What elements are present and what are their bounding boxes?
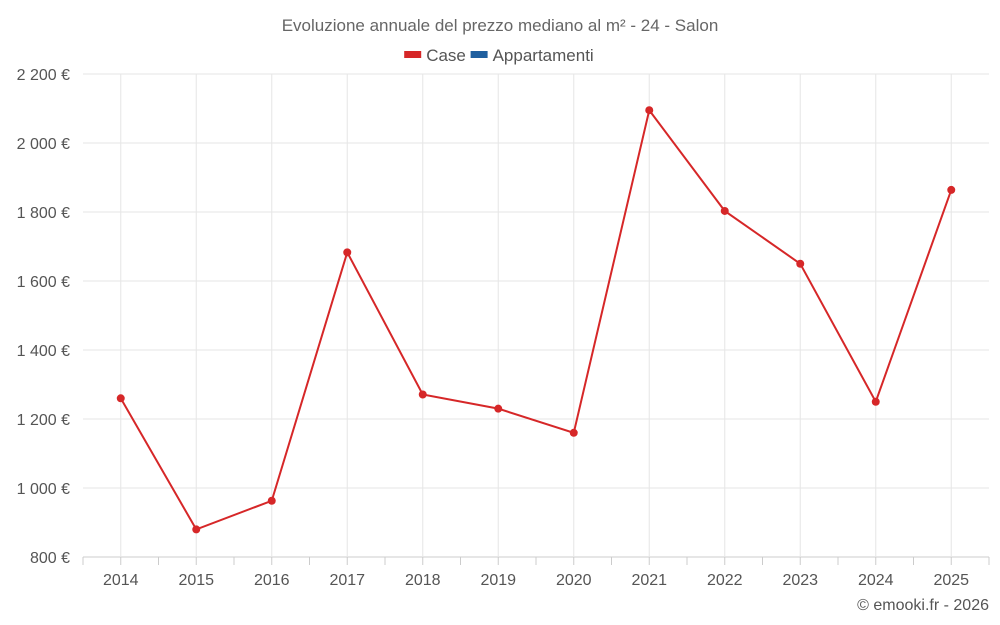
legend: Case Appartamenti — [404, 46, 594, 65]
y-tick-label: 1 600 € — [17, 274, 70, 291]
series-line — [119, 107, 953, 531]
credit-text: © emooki.fr - 2026 — [857, 597, 989, 614]
grid — [83, 73, 989, 558]
y-tick-label: 1 400 € — [17, 343, 70, 360]
x-tick-label: 2022 — [707, 572, 743, 589]
y-tick-label: 2 000 € — [17, 136, 70, 153]
x-tick-label: 2024 — [858, 572, 894, 589]
x-tick-label: 2025 — [933, 572, 969, 589]
data-point[interactable] — [418, 390, 427, 399]
data-point[interactable] — [720, 206, 729, 215]
data-point[interactable] — [796, 259, 805, 268]
legend-label[interactable]: Appartamenti — [493, 46, 594, 65]
x-tick-label: 2014 — [103, 572, 139, 589]
y-tick-label: 1 000 € — [17, 481, 70, 498]
x-tick-label: 2019 — [480, 572, 516, 589]
series-layer — [116, 106, 956, 534]
legend-swatch — [470, 51, 488, 58]
y-tick-label: 1 800 € — [17, 205, 70, 222]
x-tick-label: 2021 — [631, 572, 667, 589]
x-tick-label: 2017 — [329, 572, 365, 589]
x-tick-label: 2018 — [405, 572, 441, 589]
data-point[interactable] — [871, 397, 880, 406]
data-point[interactable] — [343, 248, 352, 257]
y-tick-label: 2 200 € — [17, 67, 70, 84]
chart-title: Evoluzione annuale del prezzo mediano al… — [282, 16, 719, 35]
data-point[interactable] — [116, 394, 125, 403]
x-tick-label: 2023 — [782, 572, 818, 589]
legend-label[interactable]: Case — [426, 46, 466, 65]
data-point[interactable] — [645, 106, 654, 115]
data-point[interactable] — [569, 428, 578, 437]
y-axis: 800 € 1 000 € 1 200 € 1 400 € 1 600 € 1 800 €… — [17, 67, 70, 567]
x-tick-label: 2016 — [254, 572, 290, 589]
x-axis: 2014 2015 2016 2017 2018 2019 2020 2021 2022 2023… — [82, 557, 990, 589]
data-point[interactable] — [494, 404, 503, 413]
data-point[interactable] — [947, 185, 956, 194]
y-tick-label: 800 € — [30, 550, 70, 567]
x-tick-label: 2015 — [178, 572, 214, 589]
data-point[interactable] — [267, 496, 276, 505]
legend-swatch — [404, 51, 422, 58]
y-tick-label: 1 200 € — [17, 412, 70, 429]
data-point[interactable] — [192, 525, 201, 534]
x-tick-label: 2020 — [556, 572, 592, 589]
